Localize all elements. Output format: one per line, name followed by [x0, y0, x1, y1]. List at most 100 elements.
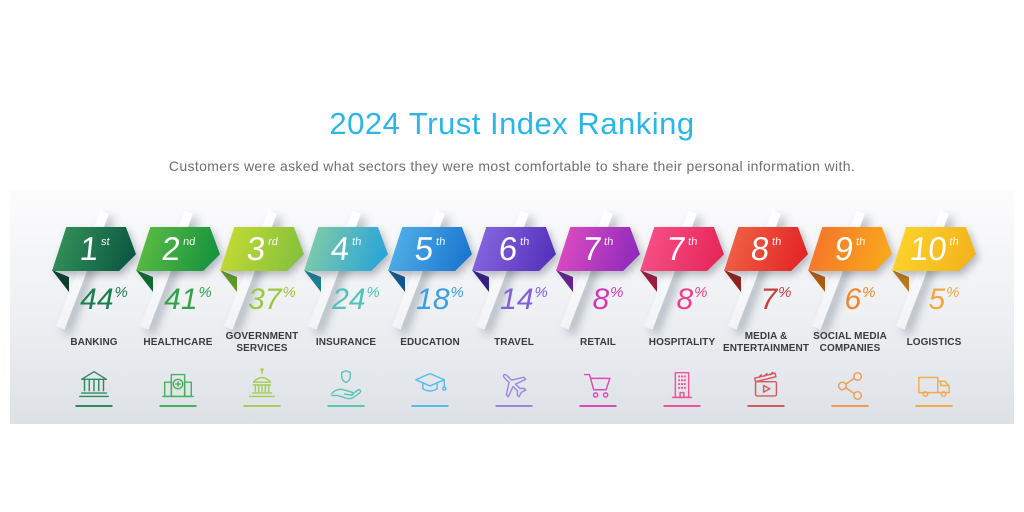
percent-sign: %	[366, 284, 380, 301]
sector-label: INSURANCE	[295, 330, 397, 356]
rank-banner: 6 th	[472, 227, 556, 271]
rank-text: 7 th	[665, 229, 699, 269]
percent-sign: %	[114, 284, 128, 301]
rank-banner-shape: 6 th	[472, 227, 556, 271]
share-icon	[831, 366, 869, 404]
banner-fold	[220, 270, 237, 292]
rank-banner: 7 th	[556, 227, 640, 271]
sector-icon-box	[831, 366, 869, 404]
rank-banner-shape: 5 th	[388, 227, 472, 271]
icon-underline	[915, 405, 953, 407]
sector-label: HEALTHCARE	[127, 330, 229, 356]
percent-sign: %	[282, 284, 296, 301]
rank-text: 7 th	[581, 229, 615, 269]
sector-icon-box	[915, 366, 953, 404]
sector-label-line: COMPANIES	[819, 343, 881, 354]
cart-icon	[579, 366, 617, 404]
sector-icon-box	[579, 366, 617, 404]
percent-number: 14	[500, 283, 534, 316]
sector-column: 4 th 24% INSURANCE	[304, 190, 388, 424]
percent-sign: %	[198, 284, 212, 301]
rank-banner: 8 th	[724, 227, 808, 271]
sector-column: 5 th 18% EDUCATION	[388, 190, 472, 424]
sector-icon-box	[75, 366, 113, 404]
rank-ordinal: th	[948, 236, 960, 248]
rank-number: 10	[908, 230, 949, 267]
banner-fold	[724, 270, 741, 292]
rank-number: 1	[77, 230, 100, 267]
rank-banner: 7 th	[640, 227, 724, 271]
banner-fold	[388, 270, 405, 292]
sector-label: HOSPITALITY	[631, 330, 733, 356]
rank-number: 3	[245, 230, 268, 267]
banner-fold	[472, 270, 489, 292]
sector-icon-box	[411, 366, 449, 404]
sector-label-line: ENTERTAINMENT	[722, 343, 810, 354]
rank-ordinal: th	[603, 236, 615, 248]
icon-underline	[663, 405, 701, 407]
sector-column: 8 th 7% MEDIA & ENTERTAINMENT	[723, 190, 809, 424]
sector-column: 3 rd 37% GOVERNMENT SERVICES	[220, 190, 304, 424]
percent-value: 37%	[240, 285, 304, 315]
percent-number: 24	[332, 283, 366, 316]
sector-icon-box	[243, 366, 281, 404]
percent-sign: %	[694, 284, 708, 301]
rank-number: 4	[329, 230, 352, 267]
percent-sign: %	[778, 284, 792, 301]
banner-fold	[136, 270, 153, 292]
percent-number: 18	[416, 283, 450, 316]
rank-ordinal: th	[855, 236, 867, 248]
percent-sign: %	[610, 284, 624, 301]
rank-number: 8	[749, 230, 772, 267]
hospital-icon	[159, 366, 197, 404]
percent-sign: %	[862, 284, 876, 301]
sector-label: LOGISTICS	[883, 330, 985, 356]
icon-underline	[243, 405, 281, 407]
sector-icon-box	[327, 366, 365, 404]
sector-icon-box	[747, 366, 785, 404]
sector-label: TRAVEL	[463, 330, 565, 356]
rank-number: 7	[581, 230, 604, 267]
sector-icon-box	[159, 366, 197, 404]
sector-label-line: SERVICES	[236, 343, 288, 354]
rank-banner-shape: 9 th	[808, 227, 892, 271]
rank-ordinal: nd	[182, 236, 196, 248]
icon-underline	[159, 405, 197, 407]
banner-fold	[808, 270, 825, 292]
rank-number: 2	[159, 230, 183, 267]
percent-value: 41%	[156, 285, 220, 315]
sector-label-line: MEDIA &	[744, 330, 788, 342]
percent-value: 24%	[324, 285, 388, 315]
sector-label-line: EDUCATION	[400, 336, 460, 348]
rank-ordinal: rd	[267, 236, 279, 248]
sector-label-line: BANKING	[70, 336, 118, 348]
truck-icon	[915, 366, 953, 404]
percent-number: 5	[928, 283, 946, 316]
sector-label: GOVERNMENT SERVICES	[211, 330, 313, 356]
sector-label-line: HOSPITALITY	[648, 336, 716, 348]
sector-label-line: INSURANCE	[315, 336, 377, 348]
icon-underline	[495, 405, 533, 407]
rank-banner: 10 th	[892, 227, 976, 271]
icon-underline	[579, 405, 617, 407]
sector-label-line: RETAIL	[580, 336, 616, 348]
sector-column: 10 th 5% LOGISTICS	[892, 190, 976, 424]
rank-text: 8 th	[749, 229, 783, 269]
percent-number: 44	[80, 283, 114, 316]
rank-banner: 9 th	[808, 227, 892, 271]
sector-label: EDUCATION	[379, 330, 481, 356]
plane-icon	[495, 366, 533, 404]
banner-fold	[304, 270, 321, 292]
insurance-icon	[327, 366, 365, 404]
rank-ordinal: th	[435, 236, 447, 248]
banner-fold	[556, 270, 573, 292]
rank-text: 2 nd	[160, 229, 197, 269]
rank-ordinal: th	[687, 236, 699, 248]
rank-banner: 2 nd	[136, 227, 220, 271]
rank-banner: 5 th	[388, 227, 472, 271]
icon-underline	[327, 405, 365, 407]
percent-number: 41	[164, 283, 198, 316]
sector-column: 2 nd 41% HEALTHCARE	[136, 190, 220, 424]
sector-label: MEDIA & ENTERTAINMENT	[715, 330, 817, 356]
